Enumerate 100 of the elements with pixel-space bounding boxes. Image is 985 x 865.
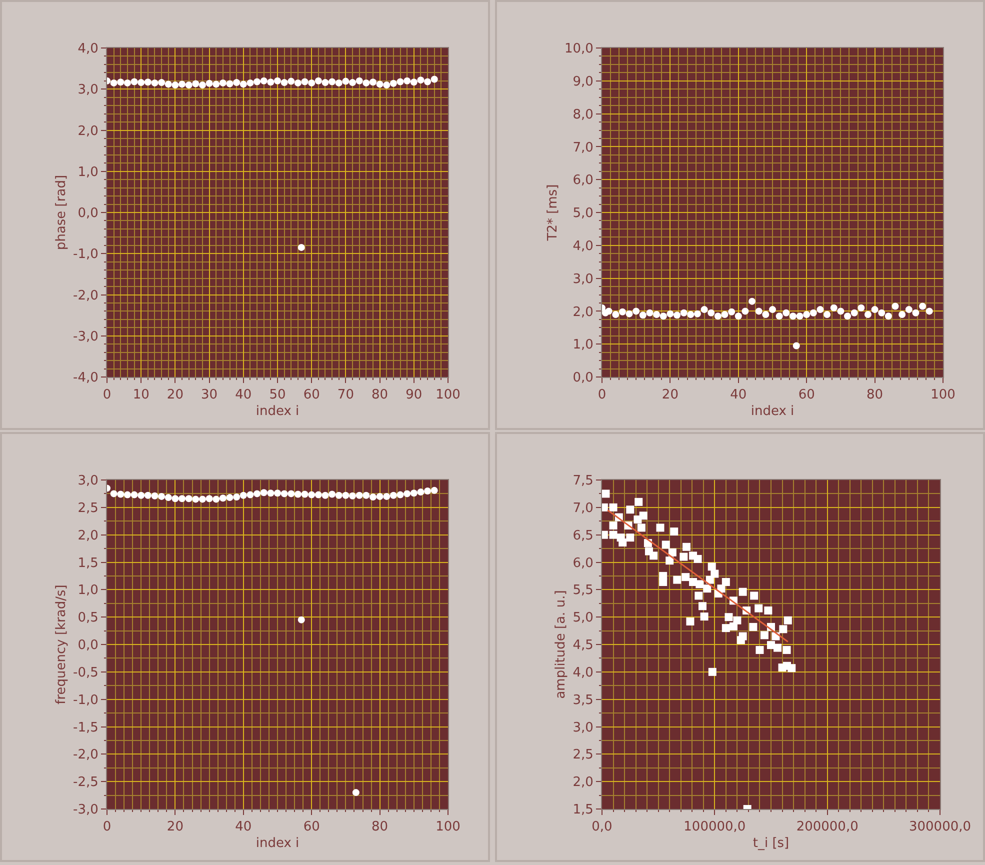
x-tick-label: 20 bbox=[166, 820, 184, 835]
point bbox=[298, 244, 305, 251]
y-tick-label: 2,0 bbox=[78, 528, 98, 544]
point bbox=[687, 310, 694, 318]
point bbox=[301, 490, 308, 498]
point bbox=[803, 310, 810, 318]
point bbox=[734, 312, 742, 320]
point bbox=[700, 306, 708, 314]
point bbox=[680, 309, 688, 316]
point bbox=[782, 309, 790, 316]
point bbox=[185, 82, 192, 89]
point bbox=[240, 80, 247, 88]
x-tick-label: 100 bbox=[930, 388, 956, 403]
point bbox=[280, 79, 288, 86]
point bbox=[878, 309, 886, 316]
point bbox=[390, 80, 397, 87]
point bbox=[383, 82, 390, 89]
y-tick-label: 2,5 bbox=[572, 748, 594, 763]
point bbox=[298, 616, 305, 624]
point bbox=[328, 490, 336, 498]
point bbox=[212, 80, 220, 88]
point bbox=[246, 79, 254, 86]
point bbox=[274, 490, 281, 497]
point bbox=[110, 79, 118, 86]
x-tick-label: 30 bbox=[201, 388, 218, 403]
point bbox=[164, 80, 172, 88]
point bbox=[178, 495, 186, 502]
point bbox=[776, 312, 783, 320]
y-tick-label: -3,0 bbox=[73, 329, 98, 344]
x-tick-label: 80 bbox=[372, 820, 388, 835]
point bbox=[762, 310, 770, 318]
point bbox=[240, 492, 247, 499]
y-axis-title: frequency [krad/s] bbox=[54, 584, 69, 704]
point bbox=[404, 77, 411, 84]
point bbox=[796, 312, 804, 320]
point bbox=[124, 491, 131, 498]
y-tick-label: 5,0 bbox=[572, 206, 594, 222]
x-tick-label: 0 bbox=[102, 820, 112, 835]
x-tick-label: 60 bbox=[303, 388, 320, 403]
x-tick-label: 0,0 bbox=[592, 820, 612, 835]
point bbox=[404, 490, 411, 498]
point bbox=[912, 309, 920, 316]
y-tick-label: 4,0 bbox=[572, 665, 594, 680]
x-tick-label: 0 bbox=[598, 388, 606, 403]
x-axis-title: index i bbox=[256, 836, 300, 852]
y-tick-label: 4,5 bbox=[572, 638, 594, 654]
point bbox=[288, 490, 295, 498]
point bbox=[260, 77, 268, 84]
point bbox=[138, 492, 145, 499]
point bbox=[376, 80, 384, 88]
point bbox=[151, 492, 158, 500]
point bbox=[898, 310, 906, 318]
y-tick-label: -2,5 bbox=[73, 775, 98, 790]
point bbox=[322, 79, 329, 86]
point bbox=[383, 492, 390, 500]
y-tick-label: 6,0 bbox=[572, 173, 594, 188]
point bbox=[151, 79, 158, 86]
y-tick-label: 3,0 bbox=[572, 272, 594, 287]
point bbox=[430, 76, 438, 83]
point bbox=[830, 304, 838, 312]
y-tick-label: 3,0 bbox=[78, 474, 98, 489]
y-tick-label: 7,5 bbox=[572, 474, 594, 489]
point bbox=[254, 490, 261, 498]
point bbox=[417, 76, 424, 84]
x-tick-label: 80 bbox=[372, 388, 388, 403]
point bbox=[280, 490, 288, 498]
point bbox=[301, 78, 308, 86]
point bbox=[267, 78, 274, 86]
point bbox=[864, 310, 872, 318]
y-tick-label: 0,5 bbox=[78, 610, 98, 626]
point bbox=[144, 492, 152, 499]
point bbox=[294, 490, 302, 498]
point bbox=[335, 79, 342, 86]
point bbox=[198, 496, 206, 503]
y-axis-title: T2* [ms] bbox=[545, 184, 560, 242]
point bbox=[792, 342, 800, 350]
point bbox=[349, 492, 356, 500]
x-tick-label: 60 bbox=[798, 388, 815, 403]
y-tick-label: 8,0 bbox=[572, 107, 594, 122]
y-tick-label: 7,0 bbox=[572, 500, 594, 516]
x-tick-label: 90 bbox=[406, 388, 422, 403]
y-tick-label: 5,5 bbox=[572, 583, 594, 598]
y-tick-label: 3,0 bbox=[572, 720, 594, 736]
point bbox=[837, 308, 844, 315]
y-tick-label: -3,0 bbox=[73, 802, 98, 818]
point bbox=[674, 312, 681, 319]
point bbox=[288, 78, 295, 85]
point bbox=[612, 310, 620, 318]
point bbox=[192, 80, 200, 88]
point bbox=[233, 79, 240, 86]
y-tick-label: 3,5 bbox=[572, 692, 594, 708]
x-tick-label: 60 bbox=[303, 820, 320, 835]
x-tick-label: 10 bbox=[132, 388, 150, 403]
point bbox=[892, 302, 899, 310]
y-tick-label: -1,5 bbox=[73, 720, 98, 736]
point bbox=[342, 78, 350, 85]
point bbox=[356, 77, 363, 84]
y-tick-label: 7,0 bbox=[572, 140, 594, 156]
x-tick-label: 40 bbox=[235, 388, 252, 403]
y-tick-label: 1,0 bbox=[78, 164, 98, 180]
